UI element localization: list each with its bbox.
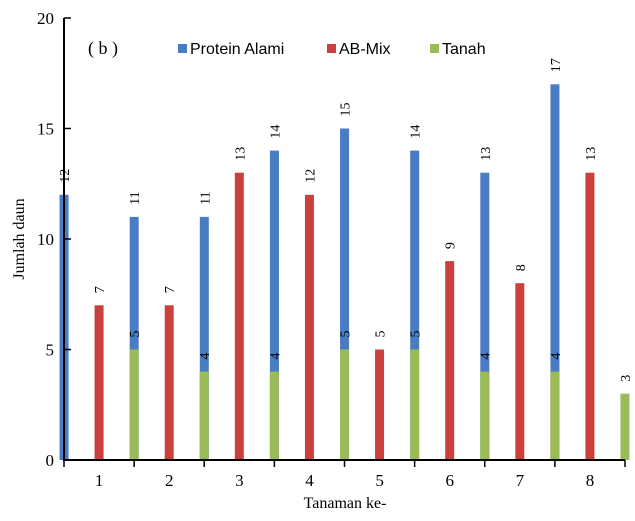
x-tick-labels: 1 2 3 4 5 6 7 8	[95, 471, 594, 490]
data-label: 9	[444, 242, 459, 249]
y-tick-marks	[64, 17, 71, 461]
data-label: 5	[128, 331, 143, 338]
data-label: 14	[268, 125, 283, 139]
x-tick-label: 5	[375, 471, 384, 490]
x-tick-label: 6	[445, 471, 454, 490]
y-tick-label: 10	[37, 230, 54, 249]
data-label: 5	[338, 331, 353, 338]
data-label: 4	[479, 353, 494, 360]
legend: Protein Alami AB-Mix Tanah	[178, 41, 486, 58]
bar	[515, 283, 525, 460]
bar	[199, 216, 209, 460]
bar	[410, 150, 420, 460]
legend-swatch	[327, 44, 336, 53]
bar	[340, 128, 350, 460]
legend-swatch	[178, 44, 187, 53]
bar	[410, 349, 420, 460]
x-tick-label: 4	[305, 471, 314, 490]
bar	[94, 305, 104, 460]
data-label: 12	[58, 169, 73, 183]
legend-label: Protein Alami	[190, 41, 284, 58]
bar	[199, 371, 209, 460]
bar	[304, 194, 314, 461]
data-label: 11	[128, 191, 143, 204]
data-label: 13	[584, 147, 599, 161]
bar	[480, 172, 490, 460]
data-label: 4	[198, 353, 213, 360]
bar	[445, 261, 455, 460]
bar	[129, 216, 139, 460]
data-label: 8	[514, 264, 529, 271]
bar	[480, 371, 490, 460]
data-label: 7	[93, 286, 108, 293]
data-label: 12	[303, 169, 318, 183]
bar	[129, 349, 139, 460]
y-axis-title: Jumlah daun	[11, 198, 28, 279]
data-label: 13	[479, 147, 494, 161]
y-tick-labels: 0 5 10 15 20	[37, 9, 54, 470]
bar	[339, 349, 349, 460]
data-label: 11	[198, 191, 213, 204]
data-label: 4	[549, 353, 564, 360]
x-tick-label: 1	[95, 471, 104, 490]
x-tick-label: 7	[516, 471, 525, 490]
panel-label: ( b )	[88, 38, 118, 59]
x-tick-label: 8	[586, 471, 595, 490]
bar	[375, 349, 385, 460]
data-label: 7	[163, 286, 178, 293]
data-label: 4	[268, 353, 283, 360]
y-tick-label: 15	[37, 120, 54, 139]
x-tick-marks	[63, 460, 626, 467]
bar	[550, 84, 560, 461]
legend-label: AB-Mix	[339, 41, 391, 58]
bar	[234, 172, 244, 460]
data-label: 5	[374, 331, 389, 338]
data-label: 5	[409, 331, 424, 338]
bar	[550, 371, 560, 460]
x-tick-label: 2	[165, 471, 174, 490]
data-labels-group: 12 11 11 14 15 14 13 17 7 7 13 12 5 9 8 13 5 4 4 5 5 4 4 3	[58, 58, 634, 381]
x-tick-label: 3	[235, 471, 244, 490]
data-label: 3	[619, 375, 634, 382]
data-label: 14	[409, 125, 424, 139]
data-label: 15	[339, 103, 354, 117]
x-axis-title: Tanaman ke-	[304, 495, 387, 512]
data-label: 17	[549, 58, 564, 72]
legend-label: Tanah	[442, 41, 486, 58]
bar	[269, 150, 279, 460]
bar	[164, 305, 174, 460]
bar	[620, 393, 630, 460]
data-label: 13	[233, 147, 248, 161]
bar	[585, 172, 595, 460]
legend-swatch	[430, 44, 439, 53]
y-tick-label: 0	[46, 451, 55, 470]
bar	[269, 371, 279, 460]
bar-series-group	[59, 84, 630, 461]
y-tick-label: 20	[37, 9, 54, 28]
y-tick-label: 5	[46, 341, 55, 360]
